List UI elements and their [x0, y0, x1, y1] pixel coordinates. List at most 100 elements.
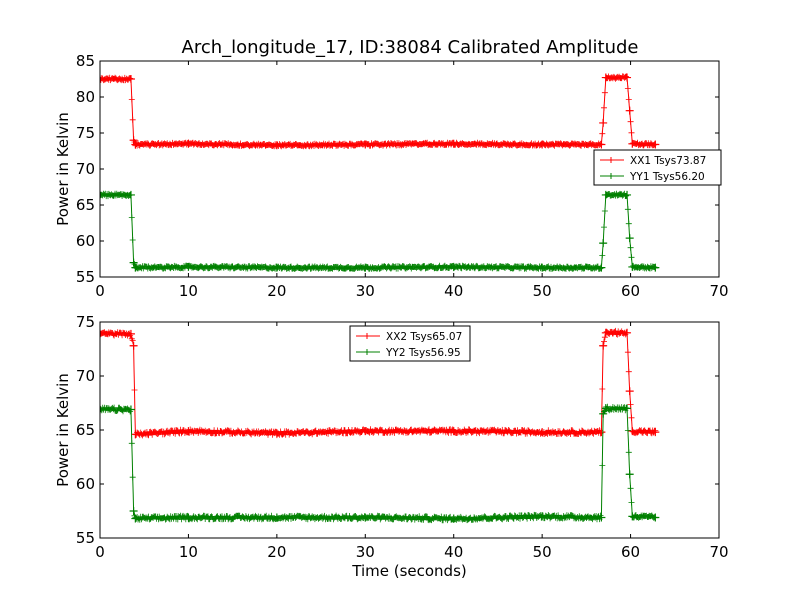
legend-marker: [608, 173, 614, 179]
data-point: [628, 427, 637, 436]
y-tick-label: 60: [76, 475, 95, 493]
data-point: [628, 139, 637, 148]
data-point: [126, 75, 135, 83]
legend-marker: [364, 349, 370, 355]
data-point: [361, 263, 370, 272]
top-plot-y-axis-label: Power in Kelvin: [54, 112, 72, 226]
data-point: [623, 328, 632, 337]
x-tick-label: 50: [533, 543, 552, 561]
data-point: [131, 140, 140, 149]
data-point: [184, 513, 193, 522]
data-point: [538, 428, 547, 437]
legend-marker: [608, 157, 614, 163]
x-tick-label: 10: [179, 282, 198, 300]
data-point: [628, 512, 637, 521]
data-point: [597, 263, 606, 272]
data-point: [361, 140, 370, 149]
y-tick-label: 75: [76, 313, 95, 331]
data-point: [272, 429, 281, 438]
data-point: [272, 513, 281, 522]
data-point: [126, 190, 135, 199]
data-point: [184, 139, 193, 148]
data-point: [449, 262, 458, 271]
top-plot-legend: XX1 Tsys73.87 YY1 Tsys56.20: [593, 149, 722, 186]
data-point: [623, 73, 632, 82]
x-tick-label: 60: [621, 282, 640, 300]
bottom-plot-panel: 0 10 20 30 40 50 60 70 55 60 65 70 75 Power in Kelvi…: [54, 313, 729, 580]
data-point: [361, 513, 370, 522]
y-tick-label: 70: [76, 367, 95, 385]
series-markers-1: [100, 73, 659, 150]
data-point: [599, 341, 608, 350]
data-point: [538, 263, 547, 272]
x-tick-label: 40: [444, 282, 463, 300]
data-point: [126, 329, 135, 338]
series-markers-2: [100, 190, 659, 272]
data-point: [184, 427, 193, 436]
data-point: [129, 258, 138, 267]
y-tick-label: 80: [76, 88, 95, 106]
data-point: [131, 514, 140, 523]
data-point: [129, 136, 138, 145]
top-plot-marks: [100, 73, 660, 272]
top-plot-ticks: 0 10 20 30 40 50 60 70 55 60 65 70 75 80 85: [76, 52, 729, 300]
data-point: [651, 513, 660, 522]
data-point: [651, 428, 660, 437]
y-tick-label: 65: [76, 421, 95, 439]
x-tick-label: 40: [444, 543, 463, 561]
bottom-plot-y-axis-label: Power in Kelvin: [54, 373, 72, 487]
legend-entry-label: XX2 Tsys65.07: [386, 331, 462, 343]
y-tick-label: 85: [76, 52, 95, 70]
data-point: [538, 512, 547, 521]
data-point: [623, 190, 632, 199]
data-point: [651, 263, 660, 272]
data-point: [628, 262, 637, 271]
data-point: [625, 106, 634, 115]
x-tick-label: 30: [356, 282, 375, 300]
data-point: [449, 514, 458, 523]
data-point: [601, 404, 610, 413]
x-tick-label: 70: [709, 282, 728, 300]
data-point: [601, 73, 610, 82]
data-point: [131, 263, 140, 272]
data-point: [599, 118, 608, 127]
data-point: [184, 262, 193, 271]
top-plot-panel: 0 10 20 30 40 50 60 70 55 60 65 70 75 80 85 Power in K…: [54, 52, 729, 300]
legend-entry-label: XX1 Tsys73.87: [630, 155, 706, 167]
data-point: [449, 427, 458, 436]
data-point: [272, 141, 281, 150]
legend-marker: [364, 333, 370, 339]
series-markers-1: [100, 327, 659, 439]
data-point: [651, 140, 660, 149]
data-point: [597, 140, 606, 149]
bottom-plot-x-axis-label: Time (seconds): [351, 562, 467, 580]
chart-title: Arch_longitude_17, ID:38084 Calibrated A…: [182, 37, 639, 58]
x-tick-label: 70: [709, 543, 728, 561]
data-point: [599, 409, 608, 418]
y-tick-label: 55: [76, 268, 95, 286]
data-point: [100, 190, 104, 199]
data-point: [129, 341, 138, 350]
x-tick-label: 0: [95, 543, 105, 561]
x-tick-label: 30: [356, 543, 375, 561]
y-tick-label: 55: [76, 529, 95, 547]
data-point: [100, 75, 104, 83]
data-point: [623, 404, 632, 413]
bottom-plot-ticks: 0 10 20 30 40 50 60 70 55 60 65 70 75: [76, 313, 729, 561]
data-point: [625, 234, 634, 243]
x-tick-label: 20: [267, 282, 286, 300]
data-point: [597, 513, 606, 522]
series-markers-2: [100, 403, 659, 524]
data-point: [625, 387, 634, 396]
data-point: [599, 239, 608, 248]
y-tick-label: 60: [76, 232, 95, 250]
data-point: [100, 405, 104, 414]
bottom-plot-marks: [100, 327, 660, 524]
bottom-plot-legend: XX2 Tsys65.07 YY2 Tsys56.95: [349, 325, 471, 362]
data-point: [131, 430, 140, 439]
x-tick-label: 20: [267, 543, 286, 561]
legend-entry-label: YY1 Tsys56.20: [629, 171, 705, 183]
data-point: [129, 507, 138, 515]
